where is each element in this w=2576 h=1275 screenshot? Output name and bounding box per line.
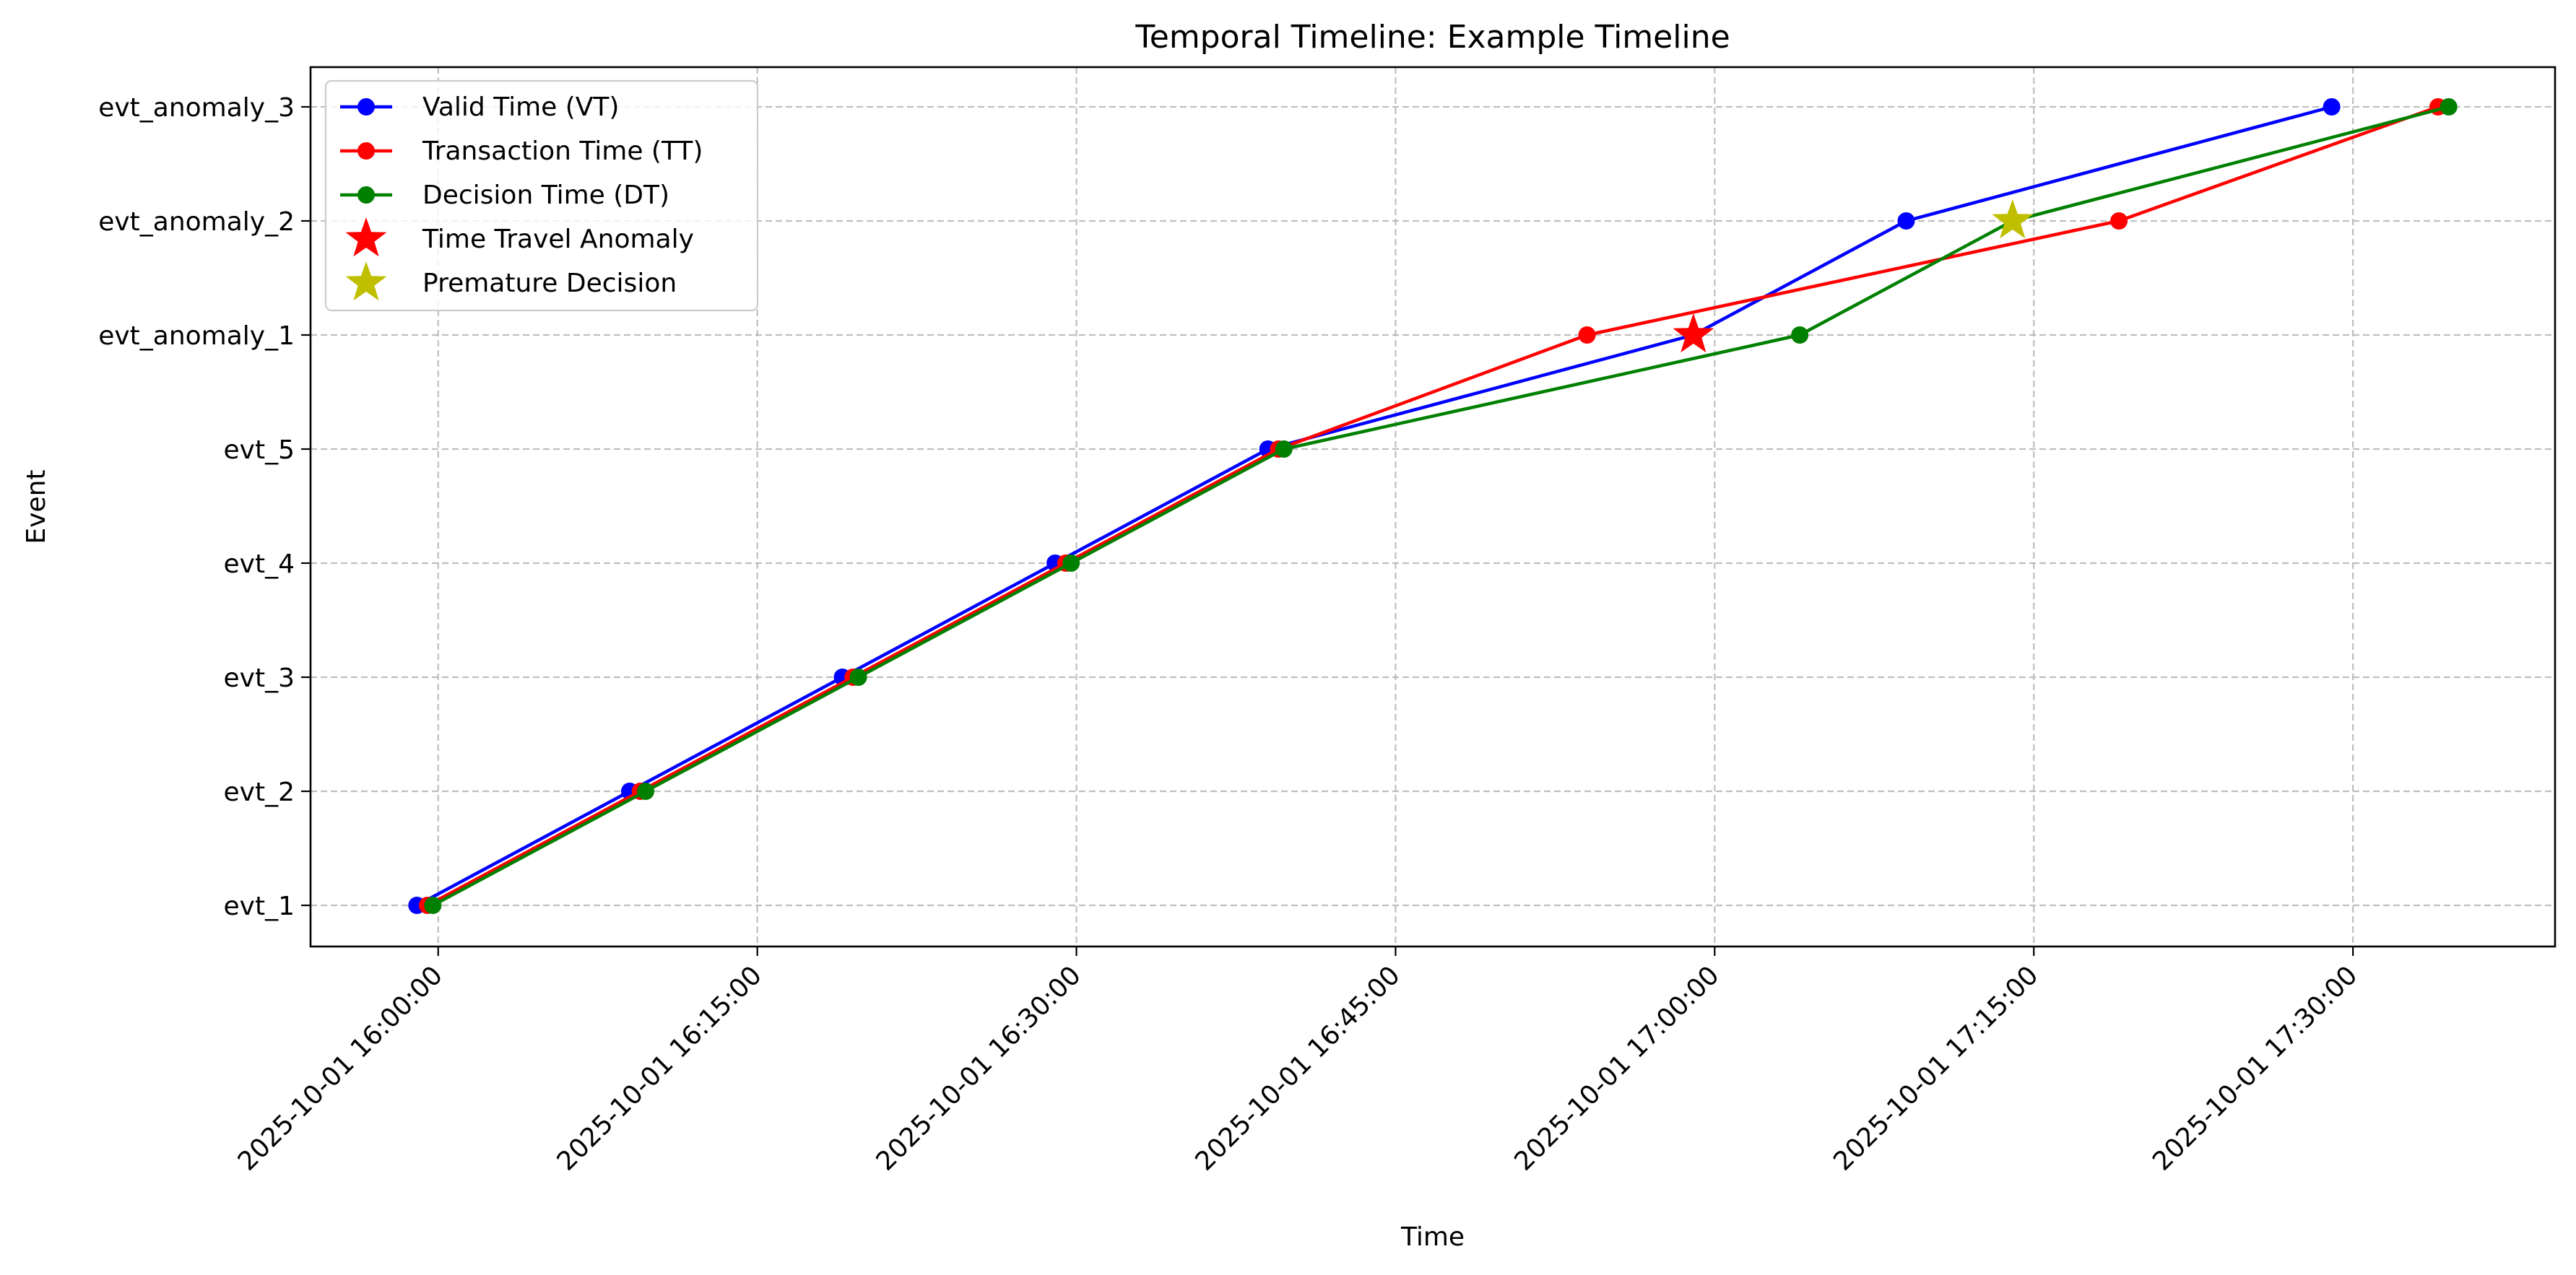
y-tick-label: evt_5 [224, 435, 295, 465]
series-line [426, 105, 2439, 907]
legend-item: Decision Time (DT) [340, 180, 669, 210]
data-point [1062, 554, 1080, 572]
y-tick-label: evt_anomaly_3 [98, 93, 295, 123]
y-tick-label: evt_4 [224, 549, 295, 579]
legend-box [324, 79, 759, 312]
legend-label: Transaction Time (TT) [422, 136, 703, 166]
series-layer [408, 98, 2458, 914]
y-tick-label: evt_anomaly_1 [98, 321, 295, 351]
anomaly-star-marker [1992, 199, 2034, 239]
data-point [636, 783, 654, 800]
legend-item: Premature Decision [345, 261, 677, 301]
series-line [416, 105, 2333, 907]
y-tick-label: evt_1 [224, 892, 295, 921]
plot-area-frame [309, 66, 2557, 948]
chart-title: Temporal Timeline: Example Timeline [1135, 19, 1730, 56]
y-tick-label: evt_2 [224, 778, 295, 807]
grid-lines [311, 67, 2555, 947]
data-point [2323, 98, 2341, 116]
legend-marker [357, 186, 375, 204]
legend-label: Premature Decision [422, 269, 677, 298]
y-tick-label: evt_3 [224, 663, 295, 693]
series-decision-time-dt [424, 98, 2458, 914]
data-point [1275, 440, 1293, 458]
data-point [424, 897, 442, 914]
data-point [2110, 212, 2128, 230]
data-point [849, 669, 867, 686]
data-point [1897, 212, 1915, 230]
legend-star-marker [345, 261, 387, 301]
series-premature-decision [1992, 199, 2034, 239]
x-axis-label: Time [1400, 1222, 1465, 1252]
legend-item: Valid Time (VT) [340, 92, 619, 122]
legend-label: Decision Time (DT) [422, 180, 669, 210]
legend-label: Time Travel Anomaly [422, 225, 694, 254]
legend-marker [357, 98, 375, 116]
legend-marker [357, 142, 375, 160]
legend-item: Transaction Time (TT) [340, 136, 703, 166]
data-point [2440, 98, 2458, 116]
series-time-travel-anomaly [1673, 313, 1714, 353]
legend: Valid Time (VT) Transaction Time (TT) Deci… [324, 79, 759, 312]
y-tick-label: evt_anomaly_2 [98, 207, 295, 237]
legend-star-marker [345, 217, 387, 257]
anomaly-star-marker [1673, 313, 1714, 353]
data-point [1578, 326, 1596, 344]
data-point [1791, 326, 1809, 344]
legend-label: Valid Time (VT) [422, 92, 619, 122]
y-axis-label: Event [22, 469, 51, 544]
legend-item: Time Travel Anomaly [345, 217, 694, 257]
series-line [432, 105, 2450, 907]
